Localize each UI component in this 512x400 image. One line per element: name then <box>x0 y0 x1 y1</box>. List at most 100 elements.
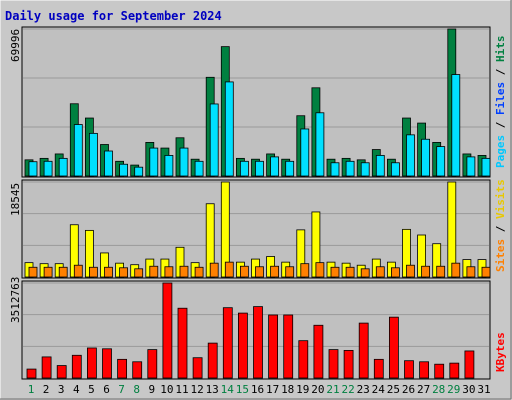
sites-bar-day-13 <box>209 262 219 278</box>
kbytes-bar-day-2 <box>41 356 52 379</box>
sites-bar-day-17 <box>270 265 280 278</box>
kbytes-bar-day-25 <box>388 316 399 379</box>
kbytes-bar-day-12 <box>192 357 203 379</box>
files-bar-day-20 <box>315 112 325 177</box>
visits-axis-max: 18545 <box>9 183 22 216</box>
day-label-8: 8 <box>133 383 140 396</box>
sites-bar-day-27 <box>421 265 431 278</box>
files-bar-day-16 <box>255 160 264 177</box>
kbytes-bar-day-21 <box>328 349 339 379</box>
day-label-24: 24 <box>372 383 386 396</box>
files-bar-day-9 <box>149 147 159 177</box>
kbytes-bar-day-5 <box>87 347 97 379</box>
sites-bar-day-21 <box>330 266 340 278</box>
day-label-7: 7 <box>118 383 125 396</box>
day-label-10: 10 <box>160 383 173 396</box>
files-bar-day-22 <box>345 160 355 177</box>
files-bar-day-29 <box>451 74 461 177</box>
sites-bar-day-29 <box>451 262 461 278</box>
kbytes-bar-day-11 <box>177 307 188 379</box>
files-bar-day-21 <box>330 162 340 177</box>
sites-bar-day-8 <box>134 268 144 278</box>
sites-bar-day-1 <box>28 266 38 278</box>
kbytes-bar-day-23 <box>358 322 369 379</box>
files-bar-day-31 <box>481 157 491 177</box>
day-label-19: 19 <box>296 383 309 396</box>
sites-bar-day-25 <box>390 267 400 278</box>
hits-axis-max: 69996 <box>9 29 22 62</box>
legend-visits: Visits <box>494 179 507 219</box>
files-bar-day-13 <box>209 103 219 177</box>
legend-files: Files <box>494 82 507 115</box>
files-bar-day-28 <box>436 146 446 177</box>
sites-bar-day-4 <box>73 264 83 278</box>
sites-bar-day-3 <box>58 266 68 278</box>
kbytes-bar-day-15 <box>237 312 248 379</box>
files-bar-day-11 <box>179 147 189 177</box>
legend-sep-2: / <box>494 68 507 75</box>
sites-bar-day-24 <box>375 266 385 278</box>
kbytes-bar-day-22 <box>343 350 354 379</box>
day-label-6: 6 <box>103 383 110 396</box>
kbytes-bar-day-10 <box>162 282 173 379</box>
kbytes-bar-day-7 <box>117 358 127 379</box>
day-label-22: 22 <box>341 383 354 396</box>
day-label-18: 18 <box>281 383 294 396</box>
kbytes-bar-day-29 <box>449 362 460 379</box>
day-label-29: 29 <box>447 383 460 396</box>
legend-sep-3: / <box>494 225 507 232</box>
kbytes-bar-day-6 <box>102 348 112 379</box>
files-bar-day-1 <box>28 161 38 177</box>
files-bar-day-30 <box>466 156 476 177</box>
files-bar-day-12 <box>194 160 204 177</box>
day-label-16: 16 <box>251 383 264 396</box>
day-label-17: 17 <box>266 383 279 396</box>
day-label-25: 25 <box>387 383 400 396</box>
sites-bar-day-23 <box>360 268 370 278</box>
kbytes-bar-day-19 <box>298 340 309 379</box>
kbytes-bar-day-3 <box>56 365 67 379</box>
day-label-14: 14 <box>221 383 235 396</box>
files-bar-day-19 <box>300 128 310 177</box>
sites-bar-day-15 <box>239 265 249 278</box>
kbytes-bar-day-8 <box>132 361 143 379</box>
files-bar-day-15 <box>239 160 249 177</box>
day-label-23: 23 <box>357 383 370 396</box>
files-bar-day-5 <box>89 132 98 177</box>
sites-bar-day-5 <box>89 266 98 278</box>
files-bar-day-18 <box>285 160 295 177</box>
day-label-21: 21 <box>326 383 339 396</box>
files-bar-day-23 <box>360 162 370 177</box>
files-bar-day-14 <box>224 81 234 177</box>
sites-bar-day-9 <box>149 265 159 278</box>
sites-bar-day-20 <box>315 262 325 278</box>
visits-bar-day-29 <box>447 181 457 278</box>
sites-bar-day-2 <box>43 266 53 278</box>
legend-pages: Pages <box>494 135 507 168</box>
kbytes-bar-day-16 <box>253 306 263 379</box>
legend-sites: Sites <box>494 239 507 272</box>
sites-bar-day-6 <box>104 266 113 278</box>
day-label-20: 20 <box>311 383 324 396</box>
files-bar-day-8 <box>134 166 144 177</box>
sites-bar-day-16 <box>255 266 264 278</box>
day-label-27: 27 <box>417 383 430 396</box>
day-label-15: 15 <box>236 383 249 396</box>
kbytes-bar-day-14 <box>222 307 233 379</box>
kbytes-axis-max: 3512763 <box>9 277 22 323</box>
day-label-13: 13 <box>206 383 219 396</box>
sites-bar-day-10 <box>164 266 174 278</box>
sites-bar-day-22 <box>345 266 355 278</box>
kbytes-bar-day-9 <box>147 349 158 379</box>
sites-bar-day-14 <box>224 261 234 278</box>
kbytes-bar-day-26 <box>404 360 414 379</box>
kbytes-bar-day-13 <box>207 342 218 379</box>
files-bar-day-25 <box>390 162 400 177</box>
sites-bar-day-11 <box>179 265 189 278</box>
day-label-1: 1 <box>28 383 35 396</box>
files-bar-day-3 <box>58 157 68 177</box>
kbytes-bar-day-30 <box>464 350 475 379</box>
chart-title: Daily usage for September 2024 <box>5 9 222 23</box>
sites-bar-day-19 <box>300 263 310 278</box>
